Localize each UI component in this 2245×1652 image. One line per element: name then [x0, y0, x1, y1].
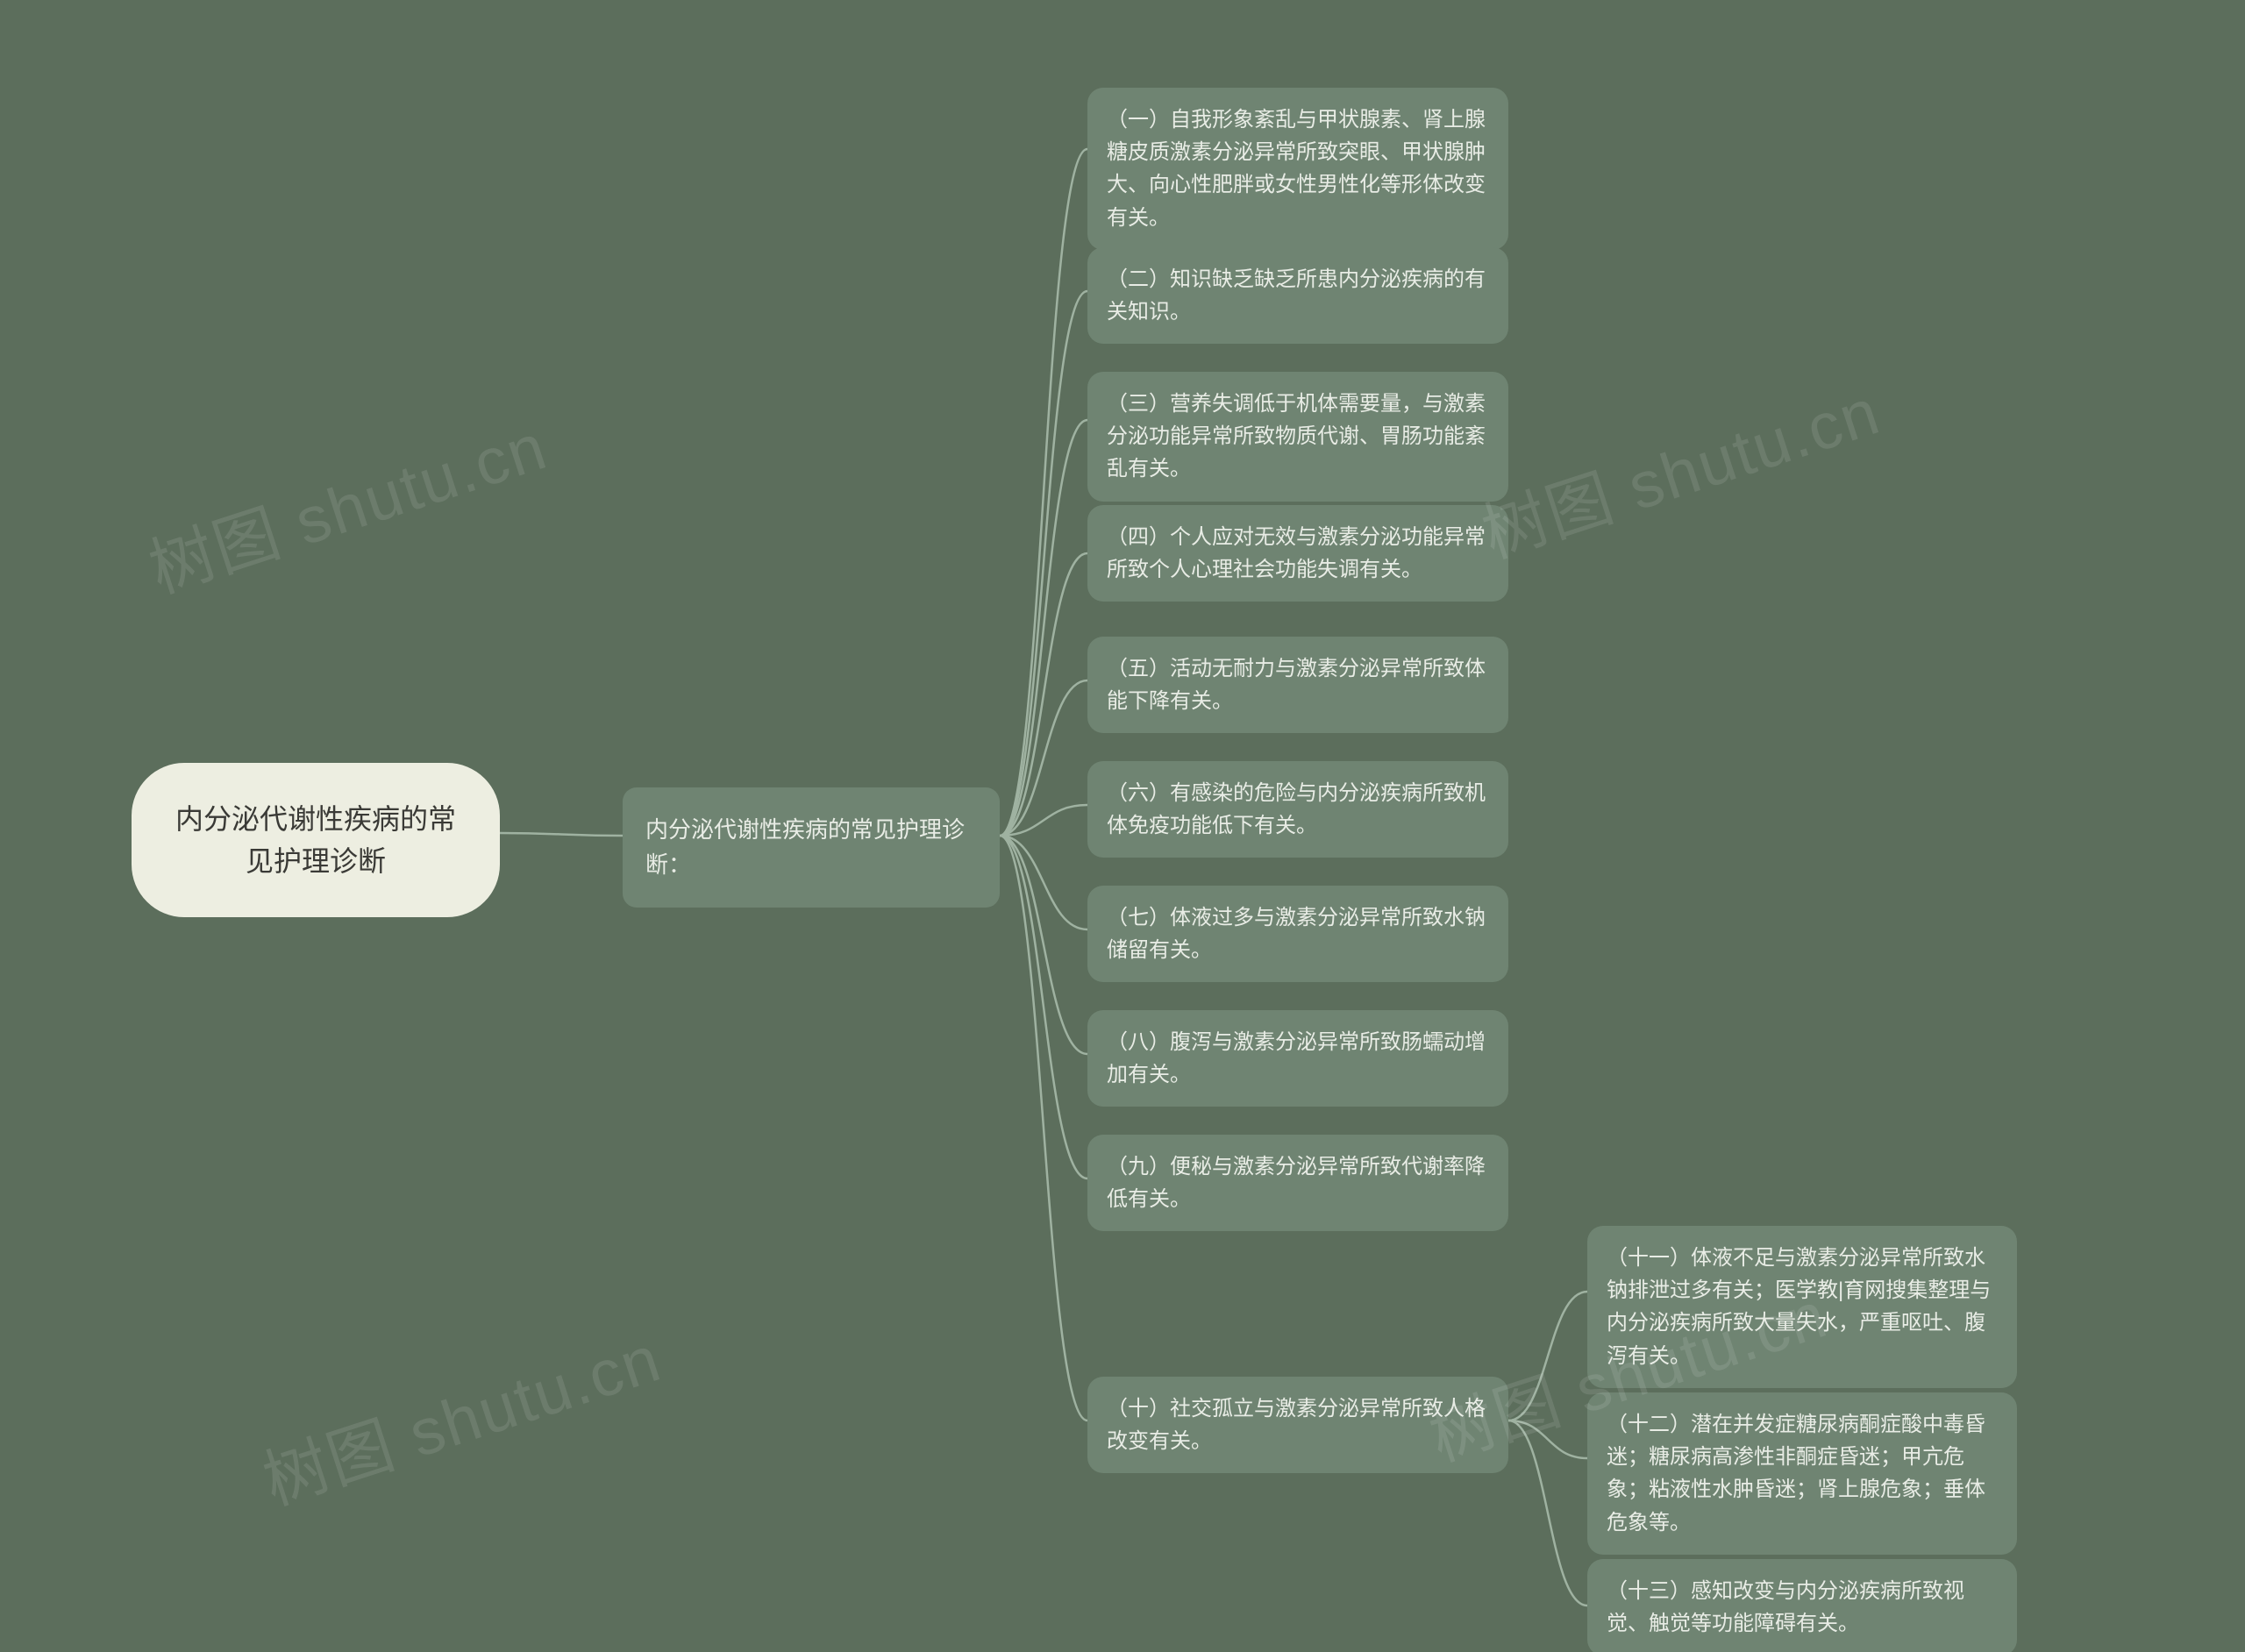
leaf-label: （七）体液过多与激素分泌异常所致水钠储留有关。 — [1107, 906, 1486, 962]
leaf-label: （一）自我形象紊乱与甲状腺素、肾上腺糖皮质激素分泌异常所致突眼、甲状腺肿大、向心… — [1107, 108, 1486, 230]
watermark: 树图 shutu.cn — [250, 1307, 671, 1523]
watermark: 树图 shutu.cn — [136, 395, 557, 611]
subleaf-label: （十一）体液不足与激素分泌异常所致水钠排泄过多有关；医学教|育网搜集整理与内分泌… — [1607, 1246, 1991, 1368]
leaf-label: （八）腹泻与激素分泌异常所致肠蠕动增加有关。 — [1107, 1030, 1486, 1086]
leaf-label: （十）社交孤立与激素分泌异常所致人格改变有关。 — [1107, 1397, 1486, 1453]
mid-node: 内分泌代谢性疾病的常见护理诊断： — [623, 787, 1000, 908]
leaf-node: （九）便秘与激素分泌异常所致代谢率降低有关。 — [1087, 1135, 1508, 1231]
leaf-node: （三）营养失调低于机体需要量，与激素分泌功能异常所致物质代谢、胃肠功能紊乱有关。 — [1087, 372, 1508, 502]
subleaf-node: （十一）体液不足与激素分泌异常所致水钠排泄过多有关；医学教|育网搜集整理与内分泌… — [1587, 1226, 2017, 1388]
root-label: 内分泌代谢性疾病的常见护理诊断 — [175, 803, 456, 877]
leaf-node: （六）有感染的危险与内分泌疾病所致机体免疫功能低下有关。 — [1087, 761, 1508, 858]
subleaf-label: （十二）潜在并发症糖尿病酮症酸中毒昏迷；糖尿病高渗性非酮症昏迷；甲亢危象；粘液性… — [1607, 1413, 1985, 1535]
watermark: 树图 shutu.cn — [1469, 360, 1890, 576]
leaf-node: （一）自我形象紊乱与甲状腺素、肾上腺糖皮质激素分泌异常所致突眼、甲状腺肿大、向心… — [1087, 88, 1508, 250]
leaf-label: （五）活动无耐力与激素分泌异常所致体能下降有关。 — [1107, 657, 1486, 713]
subleaf-node: （十二）潜在并发症糖尿病酮症酸中毒昏迷；糖尿病高渗性非酮症昏迷；甲亢危象；粘液性… — [1587, 1392, 2017, 1555]
mid-label: 内分泌代谢性疾病的常见护理诊断： — [645, 816, 965, 878]
subleaf-node: （十三）感知改变与内分泌疾病所致视觉、触觉等功能障碍有关。 — [1587, 1559, 2017, 1652]
leaf-label: （三）营养失调低于机体需要量，与激素分泌功能异常所致物质代谢、胃肠功能紊乱有关。 — [1107, 392, 1486, 481]
leaf-node: （二）知识缺乏缺乏所患内分泌疾病的有关知识。 — [1087, 247, 1508, 344]
leaf-label: （二）知识缺乏缺乏所患内分泌疾病的有关知识。 — [1107, 267, 1486, 324]
leaf-node: （五）活动无耐力与激素分泌异常所致体能下降有关。 — [1087, 637, 1508, 733]
leaf-label: （九）便秘与激素分泌异常所致代谢率降低有关。 — [1107, 1155, 1486, 1211]
leaf-label: （四）个人应对无效与激素分泌功能异常所致个人心理社会功能失调有关。 — [1107, 525, 1486, 581]
leaf-node: （十）社交孤立与激素分泌异常所致人格改变有关。 — [1087, 1377, 1508, 1473]
leaf-node: （八）腹泻与激素分泌异常所致肠蠕动增加有关。 — [1087, 1010, 1508, 1107]
leaf-node: （四）个人应对无效与激素分泌功能异常所致个人心理社会功能失调有关。 — [1087, 505, 1508, 602]
subleaf-label: （十三）感知改变与内分泌疾病所致视觉、触觉等功能障碍有关。 — [1607, 1579, 1964, 1635]
leaf-node: （七）体液过多与激素分泌异常所致水钠储留有关。 — [1087, 886, 1508, 982]
root-node: 内分泌代谢性疾病的常见护理诊断 — [132, 763, 500, 917]
leaf-label: （六）有感染的危险与内分泌疾病所致机体免疫功能低下有关。 — [1107, 781, 1486, 837]
